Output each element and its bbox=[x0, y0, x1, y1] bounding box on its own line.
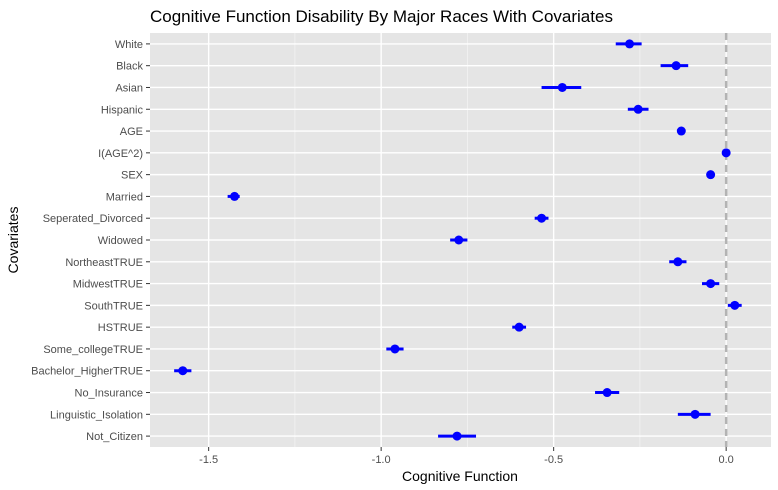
data-point bbox=[178, 366, 188, 376]
data-point bbox=[625, 39, 635, 49]
y-tick-label: NortheastTRUE bbox=[65, 257, 143, 269]
y-tick-label: Married bbox=[106, 191, 143, 203]
data-point bbox=[706, 170, 716, 180]
data-point bbox=[721, 148, 731, 158]
y-tick-label: Asian bbox=[115, 82, 143, 94]
y-tick-label: SEX bbox=[121, 170, 144, 182]
x-tick-label: -1.5 bbox=[199, 454, 218, 466]
data-point bbox=[230, 191, 240, 201]
x-axis-title: Cognitive Function bbox=[402, 468, 518, 484]
data-point bbox=[676, 126, 686, 136]
data-point bbox=[673, 257, 683, 267]
y-tick-label: MidwestTRUE bbox=[73, 279, 143, 291]
x-tick-label: -1.0 bbox=[372, 454, 391, 466]
y-tick-label: Some_collegeTRUE bbox=[43, 344, 143, 356]
data-points bbox=[178, 39, 740, 441]
data-point bbox=[690, 409, 700, 419]
y-tick-label: Bachelor_HigherTRUE bbox=[31, 366, 143, 378]
y-tick-label: HSTRUE bbox=[98, 322, 143, 334]
data-point bbox=[454, 235, 464, 245]
y-tick-label: SouthTRUE bbox=[84, 300, 143, 312]
data-point bbox=[706, 279, 716, 289]
y-tick-label: White bbox=[115, 39, 143, 51]
data-point bbox=[390, 344, 400, 354]
y-tick-label: Black bbox=[116, 61, 143, 73]
x-tick-label: 0.0 bbox=[719, 454, 734, 466]
y-tick-label: AGE bbox=[120, 126, 143, 138]
y-axis-title: Covariates bbox=[5, 207, 21, 274]
y-tick-label: Widowed bbox=[98, 235, 143, 247]
y-tick-label: Linguistic_Isolation bbox=[50, 409, 143, 421]
x-axis-ticks: -1.5 -1.0 -0.5 0.0 bbox=[199, 447, 734, 466]
data-point bbox=[557, 82, 567, 92]
y-tick-label: I(AGE^2) bbox=[98, 148, 143, 160]
data-point bbox=[671, 61, 681, 71]
grid-lines bbox=[150, 33, 771, 447]
y-axis-ticks: White Black Asian Hispanic AGE I(AGE^2) SEX Mar… bbox=[31, 39, 150, 443]
data-point bbox=[452, 431, 462, 441]
y-tick-label: Seperated_Divorced bbox=[43, 213, 143, 225]
y-tick-label: No_Insurance bbox=[75, 388, 144, 400]
y-tick-label: Not_Citizen bbox=[86, 431, 143, 443]
data-point bbox=[602, 388, 612, 398]
chart-title: Cognitive Function Disability By Major R… bbox=[150, 7, 613, 26]
y-tick-label: Hispanic bbox=[101, 104, 144, 116]
data-point bbox=[514, 322, 524, 332]
data-point bbox=[730, 300, 740, 310]
x-tick-label: -0.5 bbox=[544, 454, 563, 466]
data-point bbox=[633, 104, 643, 114]
data-point bbox=[537, 213, 547, 223]
